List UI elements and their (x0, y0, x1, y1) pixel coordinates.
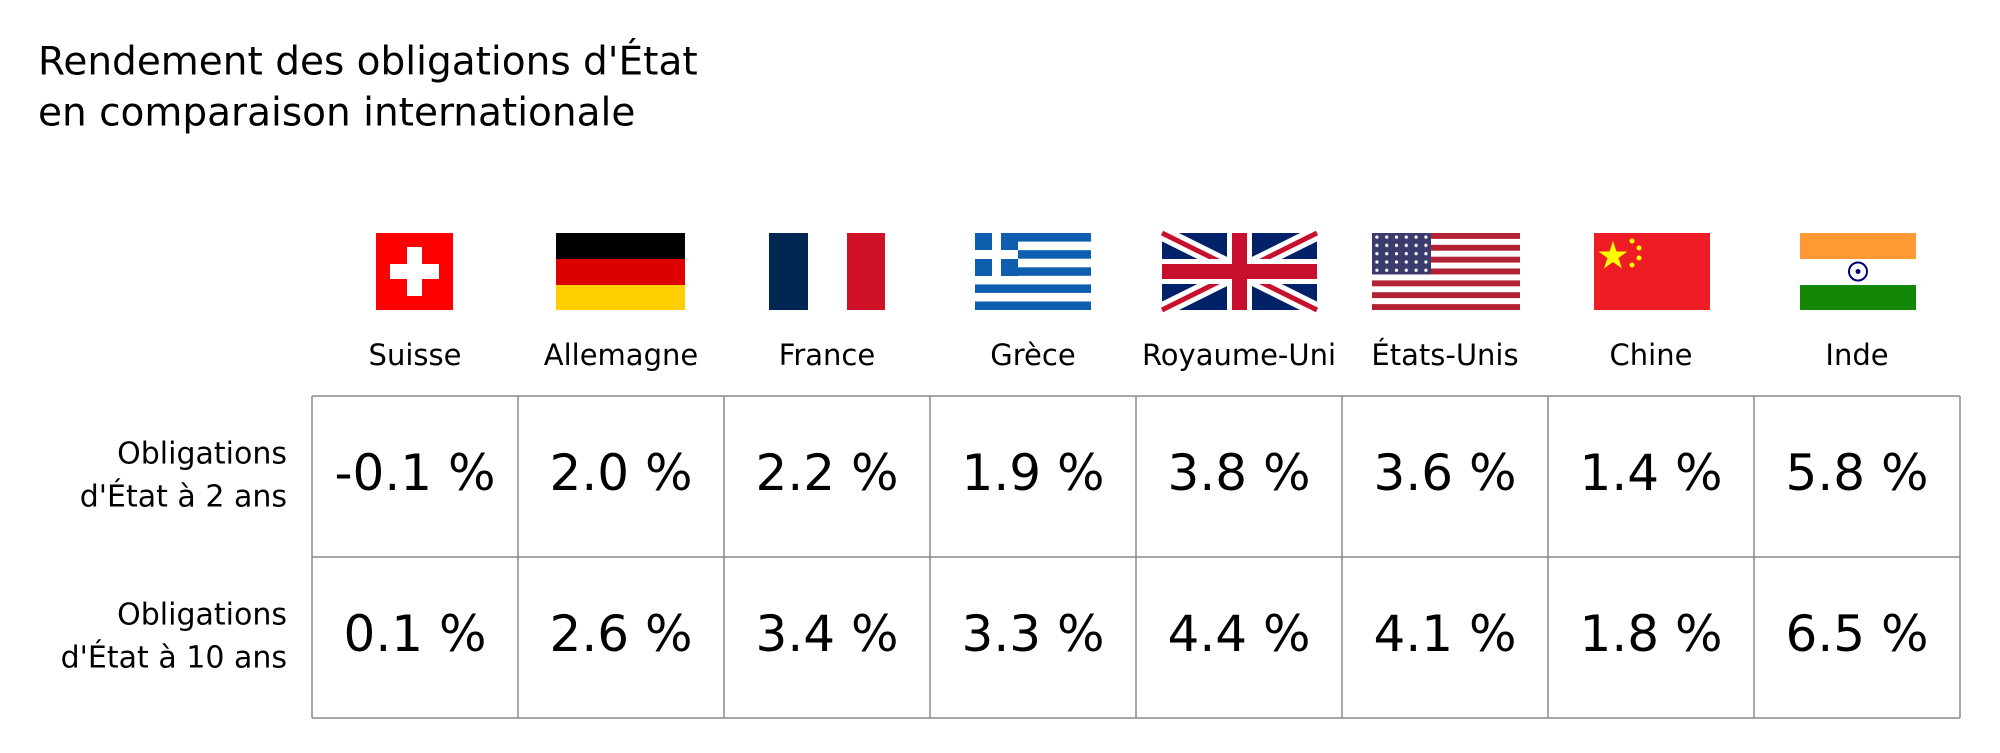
cell-value: 5.8 % (1786, 444, 1929, 502)
row-label: Obligations (117, 598, 287, 633)
title-line: en comparaison internationale (38, 91, 635, 136)
flag-china (1594, 233, 1710, 310)
cell-value: 0.1 % (344, 605, 487, 663)
flag-india (1800, 233, 1916, 310)
flag-switzerland (376, 233, 453, 310)
country-name: Chine (1610, 338, 1693, 372)
cell-value: 3.8 % (1168, 444, 1311, 502)
cell-value: 4.1 % (1374, 605, 1517, 663)
flag-greece (975, 233, 1091, 310)
cell-value: 2.6 % (550, 605, 693, 663)
cell-value: 2.2 % (756, 444, 899, 502)
country-name: Suisse (369, 338, 462, 372)
flag-uk (1158, 226, 1321, 317)
row-label: d'État à 2 ans (80, 479, 287, 515)
title-line: Rendement des obligations d'État (38, 38, 698, 85)
cell-value: -0.1 % (335, 444, 496, 502)
cell-value: 2.0 % (550, 444, 693, 502)
cell-value: 1.8 % (1580, 605, 1723, 663)
cell-value: 1.4 % (1580, 444, 1723, 502)
cell-value: 3.4 % (756, 605, 899, 663)
cell-value: 3.3 % (962, 605, 1105, 663)
country-name: Royaume-Uni (1142, 338, 1336, 372)
row-label: d'État à 10 ans (61, 640, 287, 676)
country-name: États-Unis (1371, 338, 1518, 372)
flag-usa (1372, 233, 1520, 310)
country-name: Inde (1825, 338, 1888, 372)
cell-value: 4.4 % (1168, 605, 1311, 663)
flag-germany (556, 233, 685, 310)
cell-value: 1.9 % (962, 444, 1105, 502)
country-name: France (779, 338, 875, 372)
cell-value: 6.5 % (1786, 605, 1929, 663)
cell-value: 3.6 % (1374, 444, 1517, 502)
country-name: Grèce (990, 338, 1075, 372)
flag-france (769, 233, 885, 310)
country-name: Allemagne (544, 338, 698, 372)
row-label: Obligations (117, 437, 287, 472)
